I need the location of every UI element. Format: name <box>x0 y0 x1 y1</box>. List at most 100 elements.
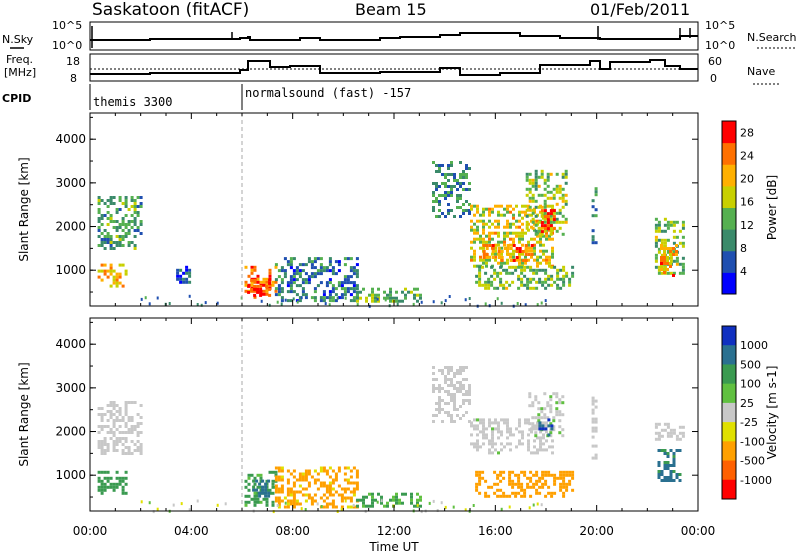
data-cell <box>325 296 329 300</box>
data-cell <box>253 280 257 284</box>
data-cell <box>316 257 320 261</box>
data-cell <box>124 205 128 208</box>
data-cell <box>672 461 676 464</box>
data-cell <box>681 265 685 269</box>
data-cell <box>479 237 482 241</box>
data-cell <box>539 240 542 244</box>
data-cell <box>594 241 598 245</box>
data-cell <box>441 420 444 423</box>
data-cell <box>669 464 673 467</box>
data-cell <box>551 237 554 241</box>
data-cell <box>261 491 265 495</box>
data-cell <box>459 372 462 375</box>
data-cell <box>538 268 542 272</box>
data-cell <box>130 431 134 434</box>
data-cell <box>456 200 459 203</box>
data-cell <box>283 272 287 276</box>
data-cell <box>530 213 533 217</box>
data-cell <box>482 237 485 241</box>
data-cell <box>531 184 535 188</box>
data-cell <box>524 261 527 265</box>
data-cell <box>529 265 533 269</box>
data-cell <box>121 485 125 489</box>
data-cell <box>537 184 541 188</box>
data-cell <box>508 470 512 474</box>
data-cell <box>468 209 471 212</box>
data-cell <box>121 263 125 267</box>
data-cell <box>127 419 131 422</box>
data-cell <box>295 502 299 506</box>
data-cell <box>525 226 529 230</box>
data-cell <box>334 287 338 291</box>
data-cell <box>549 431 553 435</box>
data-cell <box>124 440 128 443</box>
data-cell <box>478 482 482 486</box>
data-cell <box>591 429 595 433</box>
data-cell <box>352 487 356 491</box>
data-cell <box>515 234 518 238</box>
data-cell <box>277 469 281 473</box>
y-tick-label: 1000 <box>55 468 86 482</box>
data-cell <box>517 476 521 480</box>
data-cell <box>325 281 329 285</box>
data-cell <box>441 387 444 390</box>
time-tick-label: 00:00 <box>681 524 716 538</box>
data-cell <box>453 387 456 390</box>
data-cell <box>497 210 500 214</box>
data-cell <box>447 194 450 197</box>
data-cell <box>663 268 666 271</box>
data-cell <box>300 507 303 511</box>
data-cell <box>250 497 254 501</box>
data-cell <box>530 253 534 256</box>
data-cell <box>307 257 311 261</box>
data-cell <box>438 405 441 408</box>
data-cell <box>444 176 447 179</box>
velocity-region <box>470 418 554 455</box>
data-cell <box>559 277 563 281</box>
data-cell <box>298 484 302 488</box>
time-axis: 00:00 04:00 08:00 12:00 16:00 20:00 00:00 <box>73 524 716 538</box>
data-cell <box>530 427 533 431</box>
data-cell <box>515 204 518 208</box>
colorbar-swatch <box>722 479 736 500</box>
data-cell <box>475 274 479 278</box>
data-cell <box>362 495 365 499</box>
data-cell <box>473 237 476 241</box>
data-cell <box>103 247 107 250</box>
data-cell <box>349 269 353 273</box>
data-cell <box>530 451 533 455</box>
colorbar-swatch <box>722 272 736 295</box>
data-cell <box>124 437 128 440</box>
data-cell <box>506 222 509 226</box>
data-cell <box>564 202 568 206</box>
data-cell <box>322 499 326 503</box>
data-cell <box>531 211 535 215</box>
data-cell <box>556 283 560 287</box>
data-cell <box>432 209 435 212</box>
data-cell <box>112 434 116 437</box>
data-cell <box>97 479 101 483</box>
data-cell <box>331 290 335 294</box>
data-cell <box>103 449 107 452</box>
data-cell <box>100 238 104 241</box>
data-cell <box>484 302 487 306</box>
data-cell <box>325 472 329 476</box>
data-cell <box>518 250 522 253</box>
data-cell <box>374 296 377 300</box>
data-cell <box>121 443 125 446</box>
data-cell <box>559 268 563 272</box>
data-cell <box>453 173 456 176</box>
data-cell <box>172 503 175 507</box>
data-cell <box>545 249 548 253</box>
data-cell <box>268 268 272 272</box>
data-cell <box>508 482 512 486</box>
data-cell <box>106 199 110 202</box>
data-cell <box>359 296 362 300</box>
data-cell <box>654 265 658 269</box>
data-cell <box>591 426 595 430</box>
data-cell <box>530 246 533 250</box>
data-cell <box>383 504 386 508</box>
data-cell <box>346 466 350 470</box>
data-cell <box>534 214 538 218</box>
data-cell <box>538 424 542 428</box>
